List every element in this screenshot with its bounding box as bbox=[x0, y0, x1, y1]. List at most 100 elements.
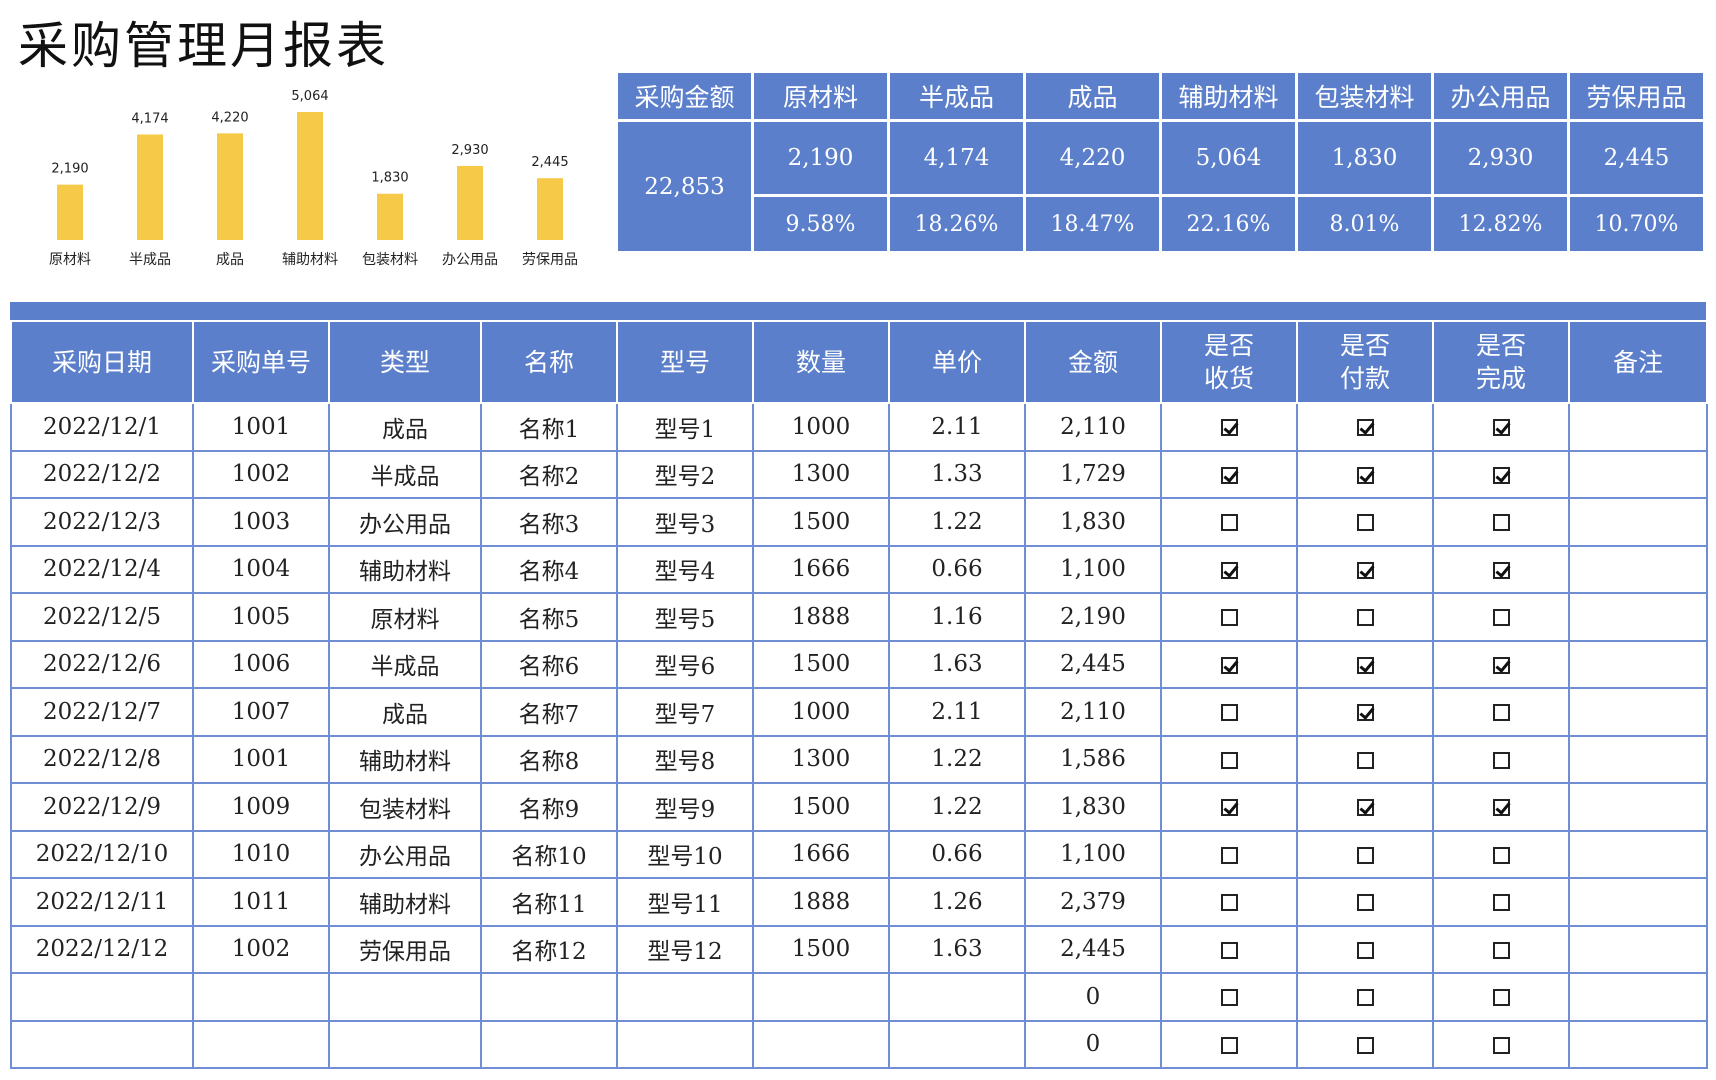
table-header-band bbox=[10, 302, 1706, 320]
bar-劳保用品 bbox=[537, 178, 563, 240]
received-checkbox[interactable] bbox=[1220, 656, 1238, 674]
cell-note[interactable] bbox=[1568, 877, 1708, 927]
paid-checkbox[interactable] bbox=[1356, 656, 1374, 674]
cell-type: 半成品 bbox=[328, 449, 482, 499]
paid-checkbox[interactable] bbox=[1356, 561, 1374, 579]
paid-checkbox[interactable] bbox=[1356, 799, 1374, 817]
summary-percent: 8.01% bbox=[1295, 194, 1434, 254]
received-checkbox[interactable] bbox=[1220, 561, 1238, 579]
done-checkbox[interactable] bbox=[1492, 1036, 1510, 1054]
cell-note[interactable] bbox=[1568, 497, 1708, 547]
done-checkbox[interactable] bbox=[1492, 989, 1510, 1007]
done-checkbox[interactable] bbox=[1492, 941, 1510, 959]
cell-note[interactable] bbox=[1568, 592, 1708, 642]
cell-note[interactable] bbox=[1568, 687, 1708, 737]
category-tick-label: 包装材料 bbox=[362, 252, 418, 268]
cell-received bbox=[1160, 972, 1298, 1022]
cell-note[interactable] bbox=[1568, 402, 1708, 452]
cell-note[interactable] bbox=[1568, 544, 1708, 594]
done-checkbox[interactable] bbox=[1492, 751, 1510, 769]
paid-checkbox[interactable] bbox=[1356, 894, 1374, 912]
summary-percent: 18.47% bbox=[1023, 194, 1162, 254]
cell-note[interactable] bbox=[1568, 734, 1708, 784]
category-tick-label: 原材料 bbox=[49, 252, 91, 268]
cell-type bbox=[328, 972, 482, 1022]
done-checkbox[interactable] bbox=[1492, 561, 1510, 579]
cell-note[interactable] bbox=[1568, 782, 1708, 832]
bar-data-label: 2,190 bbox=[51, 162, 88, 177]
received-checkbox[interactable] bbox=[1220, 466, 1238, 484]
received-checkbox[interactable] bbox=[1220, 941, 1238, 959]
cell-note[interactable] bbox=[1568, 639, 1708, 689]
cell-date bbox=[10, 1019, 194, 1069]
cell-no bbox=[192, 972, 330, 1022]
received-checkbox[interactable] bbox=[1220, 419, 1238, 437]
done-checkbox[interactable] bbox=[1492, 466, 1510, 484]
done-checkbox[interactable] bbox=[1492, 656, 1510, 674]
table-row: 2022/12/3 1003 办公用品 名称3 型号3 1500 1.22 1,830 bbox=[10, 497, 1708, 547]
cell-note[interactable] bbox=[1568, 829, 1708, 879]
cell-name: 名称6 bbox=[480, 639, 618, 689]
received-checkbox[interactable] bbox=[1220, 799, 1238, 817]
paid-checkbox[interactable] bbox=[1356, 419, 1374, 437]
cell-no: 1011 bbox=[192, 877, 330, 927]
done-checkbox[interactable] bbox=[1492, 514, 1510, 532]
cell-paid bbox=[1296, 924, 1434, 974]
paid-checkbox[interactable] bbox=[1356, 609, 1374, 627]
done-checkbox[interactable] bbox=[1492, 419, 1510, 437]
chart-svg: 2,190 原材料 4,174 半成品 4,220 成品 5,064 辅助材料 1,830 包装材… bbox=[49, 89, 578, 268]
cell-done bbox=[1432, 544, 1570, 594]
cell-name: 名称2 bbox=[480, 449, 618, 499]
cell-note[interactable] bbox=[1568, 449, 1708, 499]
received-checkbox[interactable] bbox=[1220, 514, 1238, 532]
cell-type: 辅助材料 bbox=[328, 877, 482, 927]
received-checkbox[interactable] bbox=[1220, 609, 1238, 627]
received-checkbox[interactable] bbox=[1220, 894, 1238, 912]
paid-checkbox[interactable] bbox=[1356, 704, 1374, 722]
received-checkbox[interactable] bbox=[1220, 704, 1238, 722]
received-checkbox[interactable] bbox=[1220, 751, 1238, 769]
cell-model: 型号4 bbox=[616, 544, 754, 594]
summary-amount: 1,830 bbox=[1295, 119, 1434, 197]
cell-model: 型号6 bbox=[616, 639, 754, 689]
cell-paid bbox=[1296, 544, 1434, 594]
cell-amount: 1,830 bbox=[1024, 497, 1162, 547]
cell-no: 1009 bbox=[192, 782, 330, 832]
column-header: 是否 收货 bbox=[1160, 322, 1298, 404]
table-row: 0 bbox=[10, 972, 1708, 1022]
cell-note[interactable] bbox=[1568, 1019, 1708, 1069]
paid-checkbox[interactable] bbox=[1356, 514, 1374, 532]
done-checkbox[interactable] bbox=[1492, 609, 1510, 627]
cell-model: 型号10 bbox=[616, 829, 754, 879]
bar-办公用品 bbox=[457, 165, 483, 240]
paid-checkbox[interactable] bbox=[1356, 941, 1374, 959]
done-checkbox[interactable] bbox=[1492, 894, 1510, 912]
bar-data-label: 2,930 bbox=[451, 143, 488, 158]
paid-checkbox[interactable] bbox=[1356, 846, 1374, 864]
cell-date: 2022/12/12 bbox=[10, 924, 194, 974]
cell-note[interactable] bbox=[1568, 924, 1708, 974]
cell-amount: 2,445 bbox=[1024, 924, 1162, 974]
table-row: 2022/12/6 1006 半成品 名称6 型号6 1500 1.63 2,445 bbox=[10, 639, 1708, 689]
received-checkbox[interactable] bbox=[1220, 989, 1238, 1007]
paid-checkbox[interactable] bbox=[1356, 989, 1374, 1007]
received-checkbox[interactable] bbox=[1220, 1036, 1238, 1054]
paid-checkbox[interactable] bbox=[1356, 751, 1374, 769]
cell-model: 型号7 bbox=[616, 687, 754, 737]
cell-received bbox=[1160, 782, 1298, 832]
cell-note[interactable] bbox=[1568, 972, 1708, 1022]
cell-name: 名称9 bbox=[480, 782, 618, 832]
bar-成品 bbox=[217, 133, 243, 240]
cell-received bbox=[1160, 877, 1298, 927]
summary-category-header: 半成品 bbox=[887, 70, 1026, 122]
cell-name: 名称1 bbox=[480, 402, 618, 452]
paid-checkbox[interactable] bbox=[1356, 466, 1374, 484]
cell-price: 2.11 bbox=[888, 402, 1026, 452]
cell-name: 名称3 bbox=[480, 497, 618, 547]
done-checkbox[interactable] bbox=[1492, 799, 1510, 817]
paid-checkbox[interactable] bbox=[1356, 1036, 1374, 1054]
received-checkbox[interactable] bbox=[1220, 846, 1238, 864]
done-checkbox[interactable] bbox=[1492, 846, 1510, 864]
done-checkbox[interactable] bbox=[1492, 704, 1510, 722]
column-header: 是否 完成 bbox=[1432, 322, 1570, 404]
